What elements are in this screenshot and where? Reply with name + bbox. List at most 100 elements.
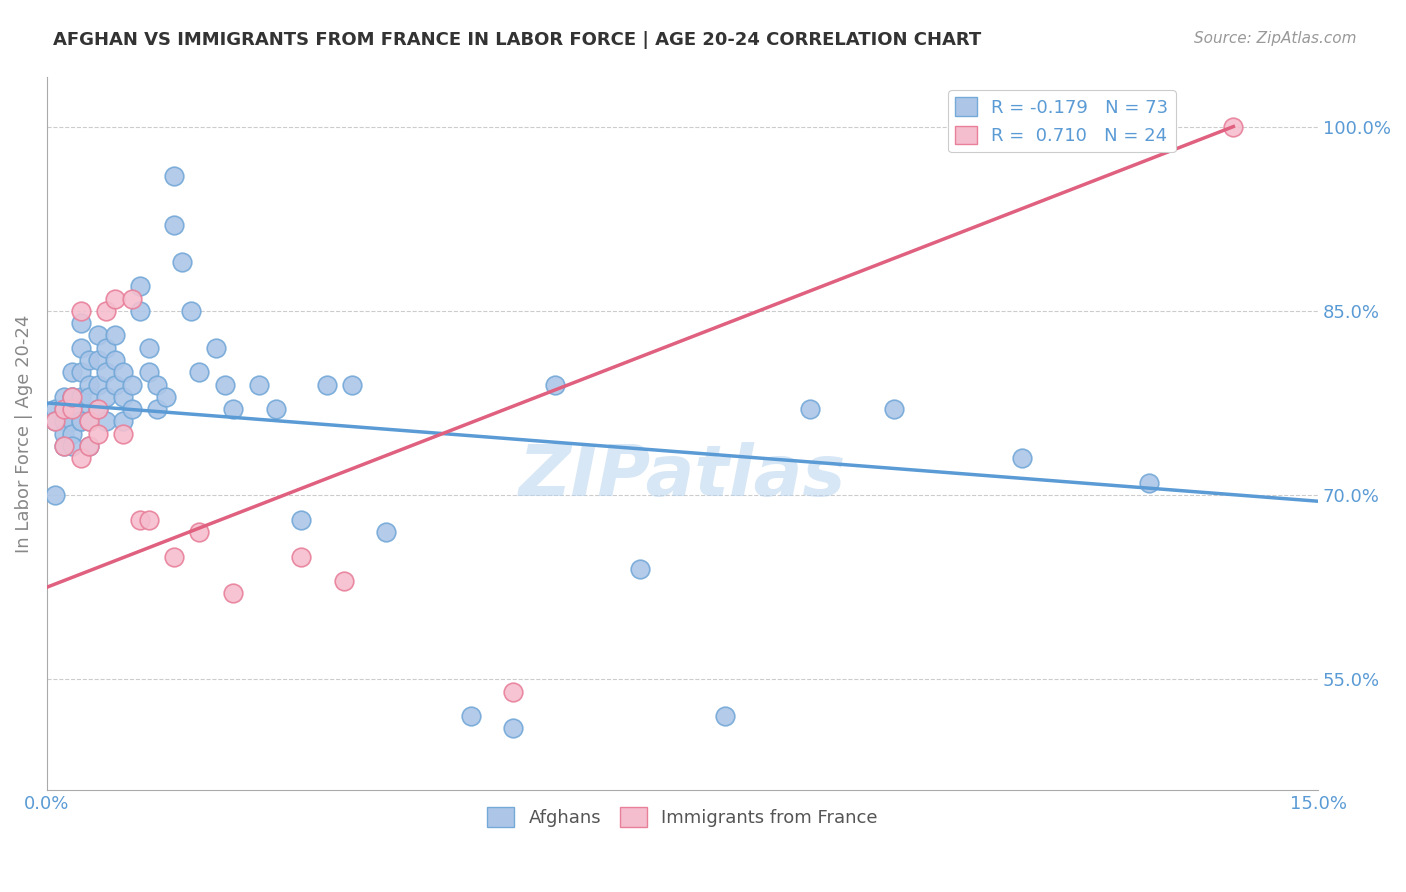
Point <box>87 402 110 417</box>
Point <box>77 439 100 453</box>
Point <box>332 574 354 588</box>
Point <box>44 402 66 417</box>
Point <box>87 328 110 343</box>
Point <box>129 303 152 318</box>
Y-axis label: In Labor Force | Age 20-24: In Labor Force | Age 20-24 <box>15 315 32 553</box>
Point <box>69 451 91 466</box>
Point <box>60 402 83 417</box>
Point <box>77 414 100 428</box>
Point <box>112 426 135 441</box>
Point <box>163 549 186 564</box>
Point <box>188 524 211 539</box>
Point <box>163 218 186 232</box>
Point <box>69 316 91 330</box>
Point <box>502 722 524 736</box>
Point <box>60 390 83 404</box>
Point <box>96 390 118 404</box>
Point <box>52 390 75 404</box>
Point <box>172 254 194 268</box>
Point <box>104 377 127 392</box>
Point <box>1011 451 1033 466</box>
Point <box>77 439 100 453</box>
Point <box>77 377 100 392</box>
Point <box>1222 120 1244 134</box>
Point <box>121 292 143 306</box>
Point <box>138 341 160 355</box>
Point <box>60 390 83 404</box>
Point <box>129 279 152 293</box>
Point <box>290 513 312 527</box>
Point <box>60 365 83 379</box>
Point <box>60 390 83 404</box>
Point <box>205 341 228 355</box>
Point <box>77 353 100 368</box>
Point <box>52 414 75 428</box>
Point <box>883 402 905 417</box>
Point <box>264 402 287 417</box>
Point <box>44 414 66 428</box>
Point <box>60 426 83 441</box>
Legend: Afghans, Immigrants from France: Afghans, Immigrants from France <box>481 800 884 834</box>
Point <box>163 169 186 183</box>
Point <box>44 488 66 502</box>
Point <box>544 377 567 392</box>
Point <box>121 402 143 417</box>
Point <box>121 377 143 392</box>
Point <box>60 439 83 453</box>
Point <box>104 292 127 306</box>
Point <box>52 402 75 417</box>
Point <box>69 414 91 428</box>
Point <box>52 439 75 453</box>
Point <box>52 426 75 441</box>
Point <box>44 414 66 428</box>
Point <box>69 390 91 404</box>
Point <box>52 439 75 453</box>
Point <box>60 414 83 428</box>
Point <box>87 402 110 417</box>
Point <box>69 341 91 355</box>
Point <box>69 365 91 379</box>
Point <box>69 303 91 318</box>
Point <box>222 402 245 417</box>
Point <box>69 402 91 417</box>
Point <box>460 709 482 723</box>
Point <box>96 414 118 428</box>
Point <box>628 562 651 576</box>
Point <box>129 513 152 527</box>
Point <box>96 303 118 318</box>
Point <box>77 390 100 404</box>
Text: Source: ZipAtlas.com: Source: ZipAtlas.com <box>1194 31 1357 46</box>
Point <box>138 513 160 527</box>
Point <box>112 390 135 404</box>
Point <box>104 328 127 343</box>
Point <box>87 426 110 441</box>
Point <box>188 365 211 379</box>
Point <box>155 390 177 404</box>
Point <box>315 377 337 392</box>
Point <box>146 402 169 417</box>
Point <box>502 684 524 698</box>
Point <box>340 377 363 392</box>
Point <box>146 377 169 392</box>
Point <box>138 365 160 379</box>
Point <box>87 353 110 368</box>
Point <box>112 365 135 379</box>
Point <box>374 524 396 539</box>
Text: AFGHAN VS IMMIGRANTS FROM FRANCE IN LABOR FORCE | AGE 20-24 CORRELATION CHART: AFGHAN VS IMMIGRANTS FROM FRANCE IN LABO… <box>53 31 981 49</box>
Point <box>52 402 75 417</box>
Point <box>714 709 737 723</box>
Point <box>112 414 135 428</box>
Point <box>60 402 83 417</box>
Point <box>77 414 100 428</box>
Text: ZIPatlas: ZIPatlas <box>519 442 846 511</box>
Point <box>180 303 202 318</box>
Point <box>214 377 236 392</box>
Point <box>87 377 110 392</box>
Point <box>104 353 127 368</box>
Point <box>247 377 270 392</box>
Point <box>290 549 312 564</box>
Point <box>96 365 118 379</box>
Point <box>1137 475 1160 490</box>
Point <box>222 586 245 600</box>
Point <box>799 402 821 417</box>
